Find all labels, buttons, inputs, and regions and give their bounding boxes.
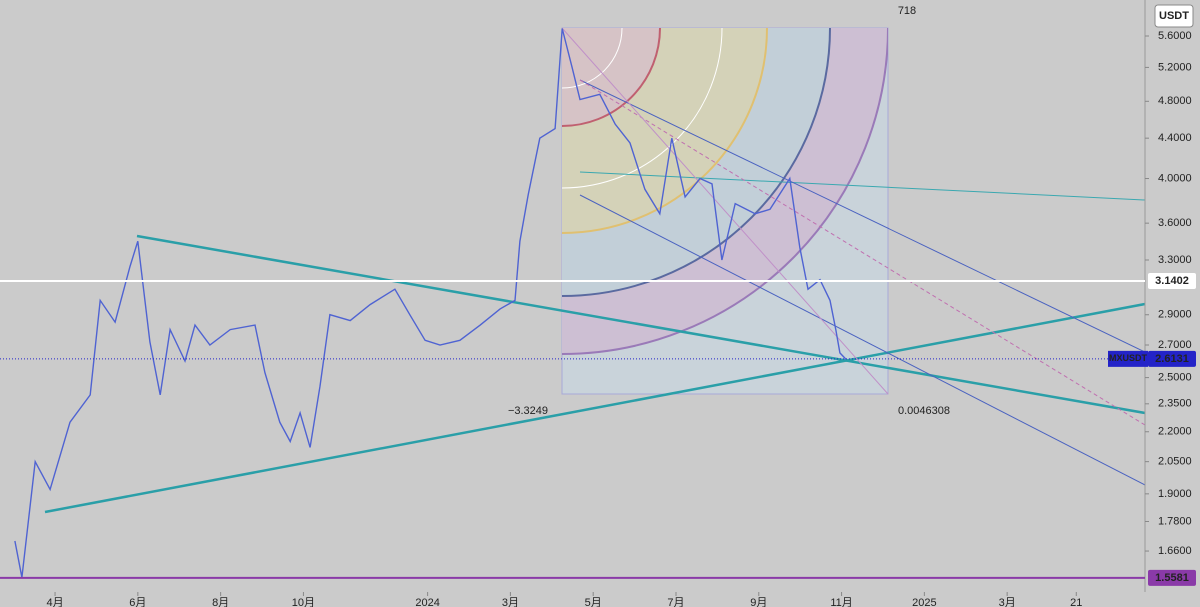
symbol-badge [1108,350,1148,367]
x-tick-label: 11月 [830,597,852,607]
x-tick-label: 8月 [212,597,229,607]
currency: USDT [1159,10,1189,22]
x-tick-label: 4月 [46,597,63,607]
x-tick-label: 2024 [415,597,439,607]
y-tick-label: 2.9000 [1158,309,1192,321]
x-tick-label: 5月 [585,597,602,607]
price-badge [1148,569,1196,586]
annotation: −3.3249 [508,405,548,417]
price-label: 2.6131 [1155,353,1189,365]
y-tick-label: 2.0500 [1158,456,1192,468]
price-label: 3.1402 [1155,275,1189,287]
price-badge [1148,273,1196,290]
gann-arcs [562,28,888,355]
y-tick-label: 2.7000 [1158,339,1192,351]
x-tick-label: 10月 [292,597,315,607]
y-tick-label: 5.6000 [1158,30,1192,42]
annotation: 0.0046308 [898,405,950,417]
x-tick-label: 21 [1070,597,1082,607]
y-tick-label: 2.2000 [1158,426,1192,438]
price-label: 1.5581 [1155,572,1189,584]
y-tick-label: 3.3000 [1158,254,1192,266]
y-tick-label: 4.8000 [1158,95,1192,107]
y-tick-label: 2.3500 [1158,398,1192,410]
x-tick-label: 3月 [502,597,519,607]
y-tick-label: 1.7800 [1158,515,1192,527]
y-tick-label: 3.6000 [1158,217,1192,229]
currency-badge [1154,4,1194,28]
x-tick-label: 3月 [999,597,1016,607]
x-tick-label: 9月 [750,597,767,607]
x-tick-label: 6月 [129,597,146,607]
annotation: 718 [898,5,916,17]
price-axis [1145,0,1200,607]
y-tick-label: 4.0000 [1158,172,1192,184]
symbol-label: MXUSDT [1109,353,1148,363]
x-tick-label: 2025 [912,597,936,607]
drawings [44,27,1146,514]
y-tick-label: 2.5000 [1158,372,1192,384]
x-tick-label: 7月 [667,597,684,607]
y-tick-label: 4.4000 [1158,132,1192,144]
y-tick-label: 1.6600 [1158,545,1192,557]
price-line [14,28,847,578]
price-badge [1148,350,1196,367]
y-tick-label: 1.9000 [1158,488,1192,500]
y-tick-label: 5.2000 [1158,61,1192,73]
